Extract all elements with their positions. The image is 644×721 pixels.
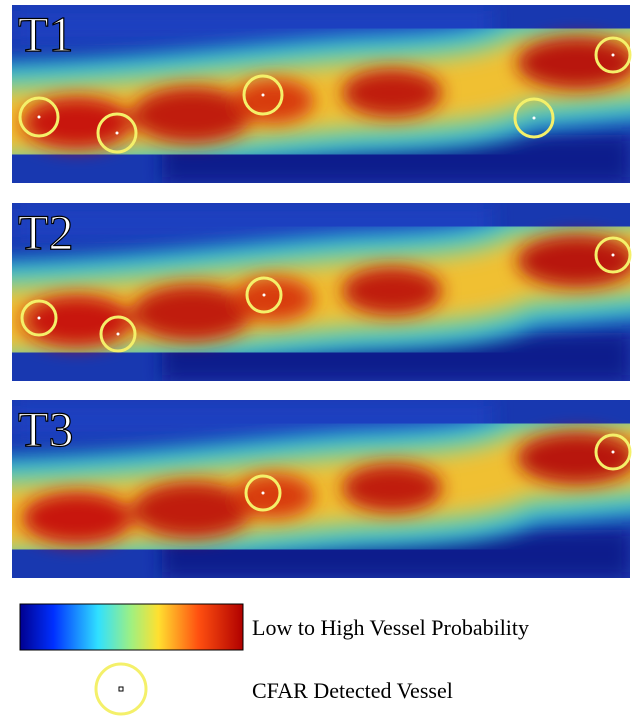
panel: T2 (0, 203, 644, 381)
panel: T3 (0, 400, 644, 578)
heatmap (0, 5, 644, 183)
legend-dot (118, 686, 124, 692)
panel-label: T1 (18, 6, 74, 62)
detection-label: CFAR Detected Vessel (252, 678, 453, 703)
panel: T1 (0, 5, 644, 183)
heatmap (0, 203, 644, 381)
detections (20, 236, 632, 353)
legend-circle (94, 662, 148, 716)
detections (244, 433, 632, 512)
heatmap (0, 400, 644, 578)
detections (18, 36, 632, 154)
panel-label: T3 (18, 401, 74, 457)
colorbar (19, 603, 244, 651)
colorbar-label: Low to High Vessel Probability (252, 615, 529, 640)
panel-label: T2 (18, 204, 74, 260)
